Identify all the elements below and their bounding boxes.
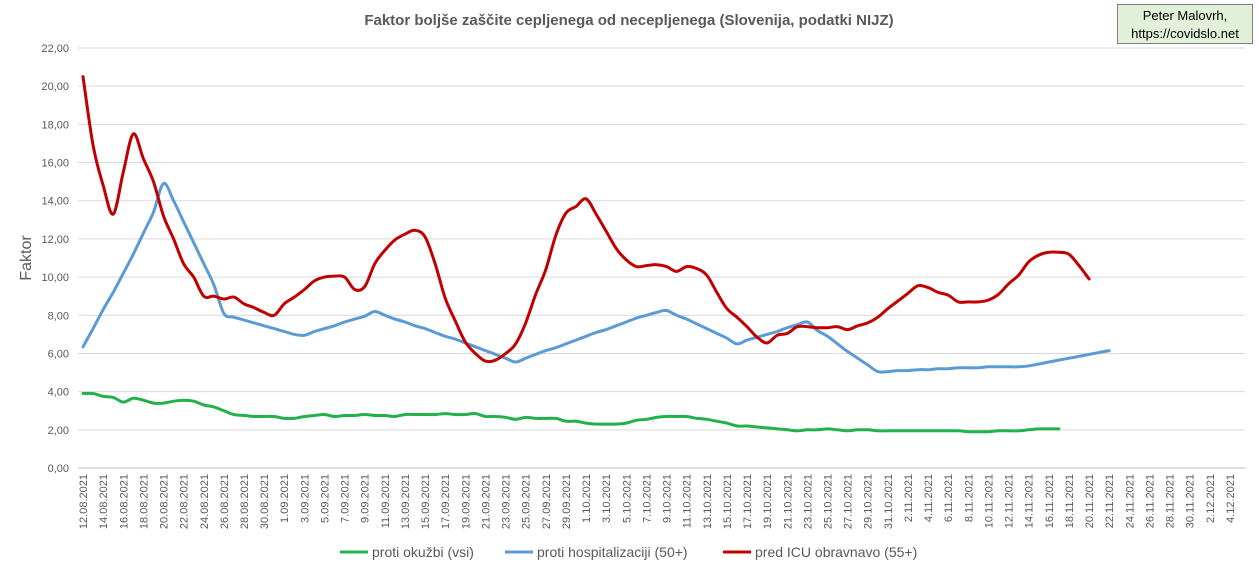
x-tick-label: 25.09.2021: [521, 474, 533, 529]
x-tick-label: 4.11.2021: [923, 474, 935, 522]
x-tick-label: 5.09.2021: [319, 474, 331, 523]
y-tick-label: 8,00: [48, 310, 69, 322]
x-tick-label: 26.08.2021: [219, 474, 231, 529]
x-tick-label: 31.10.2021: [883, 474, 895, 529]
x-tick-label: 7.09.2021: [340, 474, 352, 523]
x-tick-label: 19.10.2021: [762, 474, 774, 529]
x-tick-label: 7.10.2021: [641, 474, 653, 523]
chart-title: Faktor boljše zaščite cepljenega od nece…: [364, 12, 893, 29]
x-tick-label: 14.11.2021: [1024, 474, 1036, 528]
y-axis-ticks: 0,00 2,00 4,00 6,00 8,00 10,00 12,00 14,00 16,00…: [41, 43, 69, 475]
legend-label-3: pred ICU obravnavo (55+): [755, 544, 917, 560]
x-tick-label: 24.08.2021: [199, 474, 211, 529]
y-tick-label: 14,00: [41, 196, 69, 208]
author-box: Peter Malovrh, https://covidslo.net: [1117, 4, 1253, 44]
x-tick-label: 20.08.2021: [159, 474, 171, 529]
x-tick-label: 9.09.2021: [360, 474, 372, 523]
x-tick-label: 18.11.2021: [1064, 474, 1076, 528]
x-tick-label: 16.11.2021: [1044, 474, 1056, 528]
x-tick-label: 15.10.2021: [722, 474, 734, 529]
x-axis-ticks: 12.08.2021 14.08.2021 16.08.2021 18.08.2021…: [78, 474, 1237, 529]
x-tick-label: 2.12.2021: [1205, 474, 1217, 523]
x-tick-label: 13.09.2021: [400, 474, 412, 529]
x-tick-label: 30.08.2021: [259, 474, 271, 529]
x-tick-label: 22.08.2021: [179, 474, 191, 529]
x-tick-label: 17.10.2021: [742, 474, 754, 529]
x-tick-label: 21.10.2021: [782, 474, 794, 529]
x-tick-label: 12.11.2021: [1004, 474, 1016, 528]
x-tick-label: 30.11.2021: [1185, 474, 1197, 528]
x-tick-label: 23.10.2021: [802, 474, 814, 529]
x-tick-label: 23.09.2021: [501, 474, 513, 529]
x-tick-label: 22.11.2021: [1104, 474, 1116, 528]
y-tick-label: 16,00: [41, 158, 69, 170]
x-tick-label: 12.08.2021: [78, 474, 90, 529]
x-tick-label: 27.10.2021: [843, 474, 855, 529]
y-tick-label: 20,00: [41, 81, 69, 93]
y-tick-label: 4,00: [48, 387, 69, 399]
x-tick-label: 20.11.2021: [1084, 474, 1096, 528]
x-tick-label: 1.09.2021: [279, 474, 291, 523]
y-tick-label: 6,00: [48, 348, 69, 360]
y-tick-label: 18,00: [41, 119, 69, 131]
series-lines: [81, 75, 1111, 434]
x-tick-label: 11.09.2021: [380, 474, 392, 528]
x-tick-label: 27.09.2021: [541, 474, 553, 529]
x-tick-label: 28.11.2021: [1165, 474, 1177, 528]
x-tick-label: 18.08.2021: [138, 474, 150, 529]
x-tick-label: 16.08.2021: [118, 474, 130, 529]
x-tick-label: 11.10.2021: [682, 474, 694, 528]
x-tick-label: 21.09.2021: [480, 474, 492, 529]
author-url[interactable]: https://covidslo.net: [1131, 26, 1239, 41]
legend: proti okužbi (vsi) proti hospitalizaciji …: [340, 544, 917, 560]
x-tick-label: 9.10.2021: [662, 474, 674, 523]
x-tick-label: 4.12.2021: [1225, 474, 1237, 523]
x-tick-label: 29.10.2021: [863, 474, 875, 529]
y-tick-label: 22,00: [41, 43, 69, 55]
x-tick-label: 3.10.2021: [601, 474, 613, 523]
y-axis-label: Faktor: [18, 235, 35, 281]
x-tick-label: 13.10.2021: [702, 474, 714, 529]
series-line-1: [81, 391, 1061, 434]
x-tick-label: 2.11.2021: [903, 474, 915, 522]
x-tick-label: 8.11.2021: [963, 474, 975, 522]
legend-label-2: proti hospitalizaciji (50+): [537, 544, 688, 560]
x-tick-label: 17.09.2021: [440, 474, 452, 529]
y-tick-label: 2,00: [48, 425, 69, 437]
series-line-3: [81, 75, 1091, 364]
y-tick-label: 10,00: [41, 272, 69, 284]
x-tick-label: 6.11.2021: [943, 474, 955, 522]
x-tick-label: 26.11.2021: [1144, 474, 1156, 528]
series-line-2: [81, 181, 1111, 374]
x-tick-label: 3.09.2021: [299, 474, 311, 523]
x-tick-label: 19.09.2021: [460, 474, 472, 529]
x-tick-label: 1.10.2021: [581, 474, 593, 523]
gridlines: [78, 47, 1245, 469]
x-tick-label: 15.09.2021: [420, 474, 432, 529]
x-tick-label: 5.10.2021: [621, 474, 633, 523]
author-name: Peter Malovrh,: [1142, 8, 1228, 23]
y-tick-label: 12,00: [41, 234, 69, 246]
x-tick-label: 29.09.2021: [561, 474, 573, 529]
x-tick-label: 28.08.2021: [239, 474, 251, 529]
x-tick-label: 10.11.2021: [983, 474, 995, 528]
legend-label-1: proti okužbi (vsi): [372, 544, 474, 560]
y-tick-label: 0,00: [48, 463, 69, 475]
x-tick-label: 14.08.2021: [98, 474, 110, 529]
x-tick-label: 25.10.2021: [822, 474, 834, 529]
x-tick-label: 24.11.2021: [1124, 474, 1136, 528]
